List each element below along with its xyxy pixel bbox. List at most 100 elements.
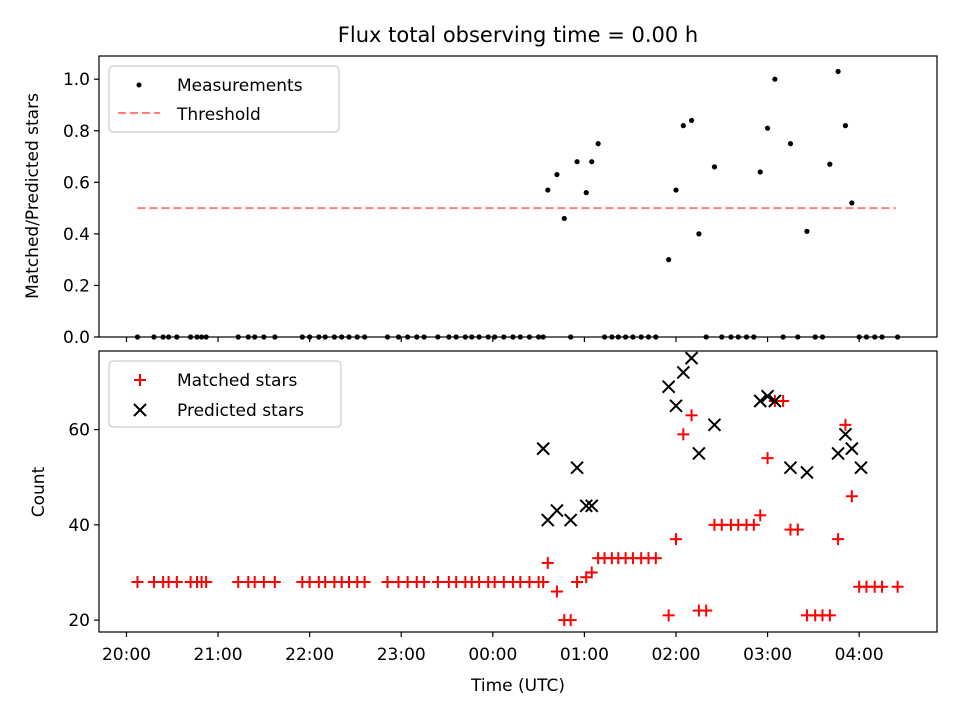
predicted-point-b (760, 389, 775, 403)
y-tick-label: 0.6 (63, 173, 90, 193)
matched-point (268, 575, 281, 588)
bottom-y-axis-label: Count (29, 466, 49, 517)
predicted-point (753, 394, 767, 408)
matched-point (777, 395, 790, 408)
matched-point (571, 575, 584, 588)
predicted-point-b (676, 365, 691, 380)
predicted-point-b (768, 394, 782, 408)
measurement-point (574, 159, 580, 165)
y-tick-label: 0.8 (63, 122, 90, 142)
predicted-point-b (684, 351, 699, 365)
legend-label-measurements: Measurements (177, 76, 303, 96)
matched-point (747, 518, 760, 531)
top-legend: Measurements Threshold (108, 65, 340, 133)
top-plot-marks (134, 68, 901, 340)
bottom-x-ticks: 20:00 21:00 22:00 23:00 00:00 01:00 02:00 03:00… (102, 632, 884, 665)
y-tick-label: 20 (68, 611, 90, 631)
measurement-point (680, 123, 686, 129)
matched-point (564, 614, 577, 627)
matched-point (170, 575, 183, 588)
x-tick-label: 02:00 (651, 645, 700, 665)
matched-point (381, 575, 394, 588)
matched-point (839, 418, 852, 431)
predicted-point-b (800, 465, 814, 480)
matched-point (257, 575, 270, 588)
predicted-point (570, 460, 584, 475)
bottom-plot-marks (131, 351, 904, 627)
measurement-point (764, 125, 771, 131)
predicted-point (579, 499, 593, 513)
matched-point (685, 409, 698, 422)
predicted-point (563, 513, 578, 527)
predicted-point-b (536, 441, 550, 456)
predicted-point (760, 389, 775, 403)
predicted-point-b (692, 446, 706, 461)
predicted-point (550, 503, 564, 518)
x-tick-label: 21:00 (194, 645, 243, 665)
y-tick-label: 0.0 (63, 328, 90, 348)
x-axis-label: Time (UTC) (470, 676, 565, 696)
top-axes-frame (98, 55, 938, 338)
predicted-point (669, 399, 683, 413)
predicted-point-b (570, 460, 584, 475)
measurement-point (583, 190, 589, 196)
measurement-point (666, 257, 672, 263)
predicted-point-b (563, 513, 578, 527)
top-y-ticks: 0.0 0.2 0.4 0.6 0.8 1.0 (63, 70, 99, 348)
measurement-point (688, 117, 695, 124)
x-tick-label: 22:00 (285, 645, 334, 665)
predicted-point (768, 394, 782, 408)
matched-point (431, 575, 444, 588)
chart-title: Flux total observing time = 0.00 h (338, 23, 698, 47)
predicted-point-b (707, 418, 722, 432)
predicted-point-b (831, 446, 845, 461)
top-y-axis-label: Matched/Predicted stars (23, 93, 43, 299)
measurement-point (842, 123, 849, 129)
measurement-point (849, 200, 855, 206)
y-tick-label: 0.2 (63, 276, 90, 296)
matched-point (754, 509, 767, 522)
bottom-axes-frame (98, 350, 938, 633)
matched-point (418, 575, 431, 588)
predicted-point-b (783, 460, 798, 475)
y-tick-label: 60 (68, 421, 90, 441)
predicted-point-b (579, 499, 593, 513)
predicted-point (676, 365, 691, 380)
measurement-point (757, 169, 763, 175)
matched-point (761, 452, 774, 465)
matched-point (232, 575, 245, 588)
measurement-point (804, 228, 810, 234)
predicted-point-b (854, 460, 868, 475)
matched-point (358, 575, 371, 588)
measurement-point (711, 164, 718, 170)
predicted-point (845, 441, 859, 456)
legend-marker-matched (134, 374, 146, 386)
matched-point (131, 575, 144, 588)
predicted-point (854, 460, 868, 475)
measurement-point (561, 215, 567, 222)
predicted-point-b (838, 427, 853, 442)
matched-point (669, 533, 682, 546)
predicted-point (536, 441, 550, 456)
matched-point (677, 428, 690, 441)
matched-point (832, 533, 845, 546)
matched-point (541, 556, 554, 569)
predicted-point (800, 465, 814, 480)
predicted-point (831, 446, 845, 461)
matched-point (200, 575, 213, 588)
predicted-point-b (585, 499, 599, 513)
legend-marker-predicted (133, 403, 147, 417)
measurement-point (673, 187, 679, 193)
x-tick-label: 04:00 (835, 645, 884, 665)
matched-point (876, 580, 889, 593)
x-tick-label: 23:00 (377, 645, 426, 665)
predicted-point (661, 380, 676, 394)
bottom-y-ticks: 20 40 60 (68, 421, 99, 631)
predicted-point (684, 351, 699, 365)
matched-point (585, 566, 598, 579)
measurement-point (589, 159, 595, 165)
measurement-point (827, 161, 833, 167)
bottom-legend-box (108, 360, 342, 428)
predicted-point (585, 499, 599, 513)
